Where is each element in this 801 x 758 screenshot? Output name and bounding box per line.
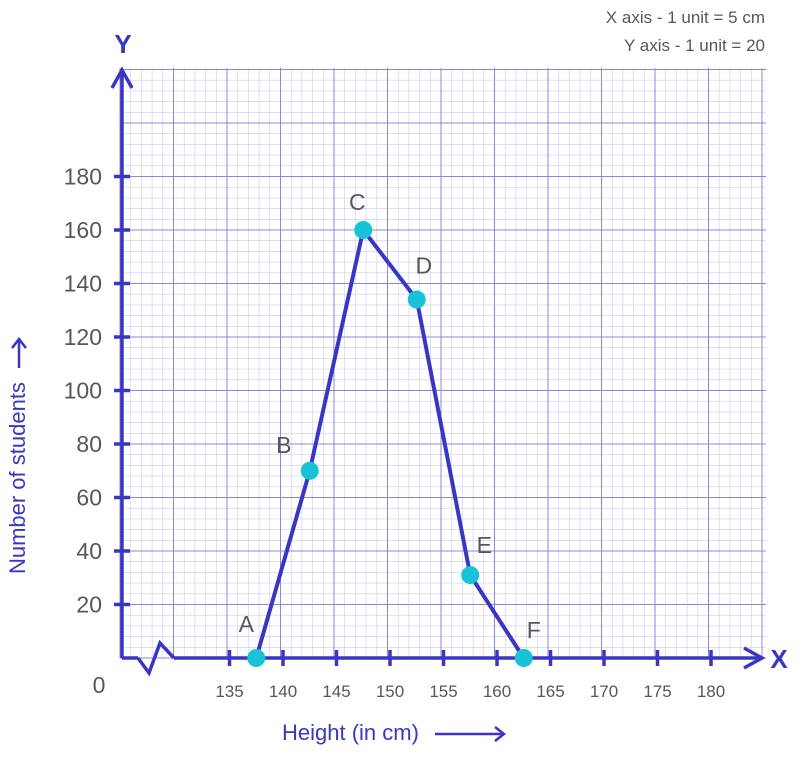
x-axis-arrowhead bbox=[743, 646, 766, 670]
y-tick-label: 100 bbox=[64, 378, 102, 404]
series-polyline bbox=[254, 228, 526, 660]
y-tick-label: 140 bbox=[64, 271, 102, 297]
y-scale-note: Y axis - 1 unit = 20 bbox=[624, 36, 765, 55]
point-label-c: C bbox=[349, 189, 366, 215]
point-label-f: F bbox=[527, 617, 541, 643]
x-tick-label: 140 bbox=[269, 682, 297, 701]
x-tick-label: 150 bbox=[376, 682, 404, 701]
x-tick-label: 135 bbox=[215, 682, 243, 701]
data-point-f bbox=[514, 649, 533, 667]
tick-labels: 135 140 145 150 155 160 165 170 175 180 20 40 60 80 10… bbox=[64, 29, 789, 701]
y-tick-label: 180 bbox=[64, 164, 102, 190]
axis-break-zigzag bbox=[136, 639, 176, 677]
axes bbox=[110, 66, 766, 677]
grid-minor-lines bbox=[119, 68, 766, 659]
data-points: A B C D E F bbox=[239, 189, 541, 667]
x-tick-label: 155 bbox=[429, 682, 457, 701]
y-tick-label: 60 bbox=[76, 485, 102, 511]
y-tick-label: 40 bbox=[76, 538, 102, 564]
x-tick-label: 145 bbox=[322, 682, 350, 701]
x-axis-title-text: Height (in cm) bbox=[282, 720, 419, 745]
y-axis-arrow-icon bbox=[11, 336, 28, 368]
ticks bbox=[114, 174, 713, 666]
x-tick-label: 170 bbox=[590, 682, 618, 701]
y-tick-label: 120 bbox=[64, 324, 102, 350]
x-tick-label: 175 bbox=[643, 682, 671, 701]
grid-major-lines bbox=[119, 68, 766, 659]
series-line bbox=[254, 228, 526, 660]
y-axis-arrowhead bbox=[110, 66, 134, 89]
y-tick-label: 80 bbox=[76, 431, 102, 457]
data-point-a bbox=[247, 649, 266, 667]
data-point-c bbox=[354, 221, 373, 239]
y-tick-label: 20 bbox=[76, 592, 102, 618]
x-axis-title: Height (in cm) bbox=[282, 720, 507, 746]
x-tick-label: 160 bbox=[483, 682, 511, 701]
origin-label: 0 bbox=[93, 672, 106, 698]
y-axis-title-text: Number of students bbox=[5, 382, 30, 575]
y-tick-label: 160 bbox=[64, 217, 102, 243]
x-scale-note: X axis - 1 unit = 5 cm bbox=[605, 8, 765, 27]
x-tick-label: 180 bbox=[697, 682, 725, 701]
x-axis-letter: X bbox=[770, 644, 788, 674]
y-axis-letter: Y bbox=[114, 29, 131, 59]
point-label-e: E bbox=[477, 532, 492, 558]
data-point-b bbox=[300, 461, 319, 480]
data-point-d bbox=[407, 290, 426, 309]
point-label-d: D bbox=[415, 253, 432, 279]
point-label-a: A bbox=[239, 611, 255, 637]
x-axis-arrow-icon bbox=[435, 726, 507, 743]
y-axis-title: Number of students bbox=[5, 336, 31, 574]
point-label-b: B bbox=[276, 432, 291, 458]
data-point-e bbox=[461, 566, 480, 585]
x-tick-label: 165 bbox=[536, 682, 564, 701]
